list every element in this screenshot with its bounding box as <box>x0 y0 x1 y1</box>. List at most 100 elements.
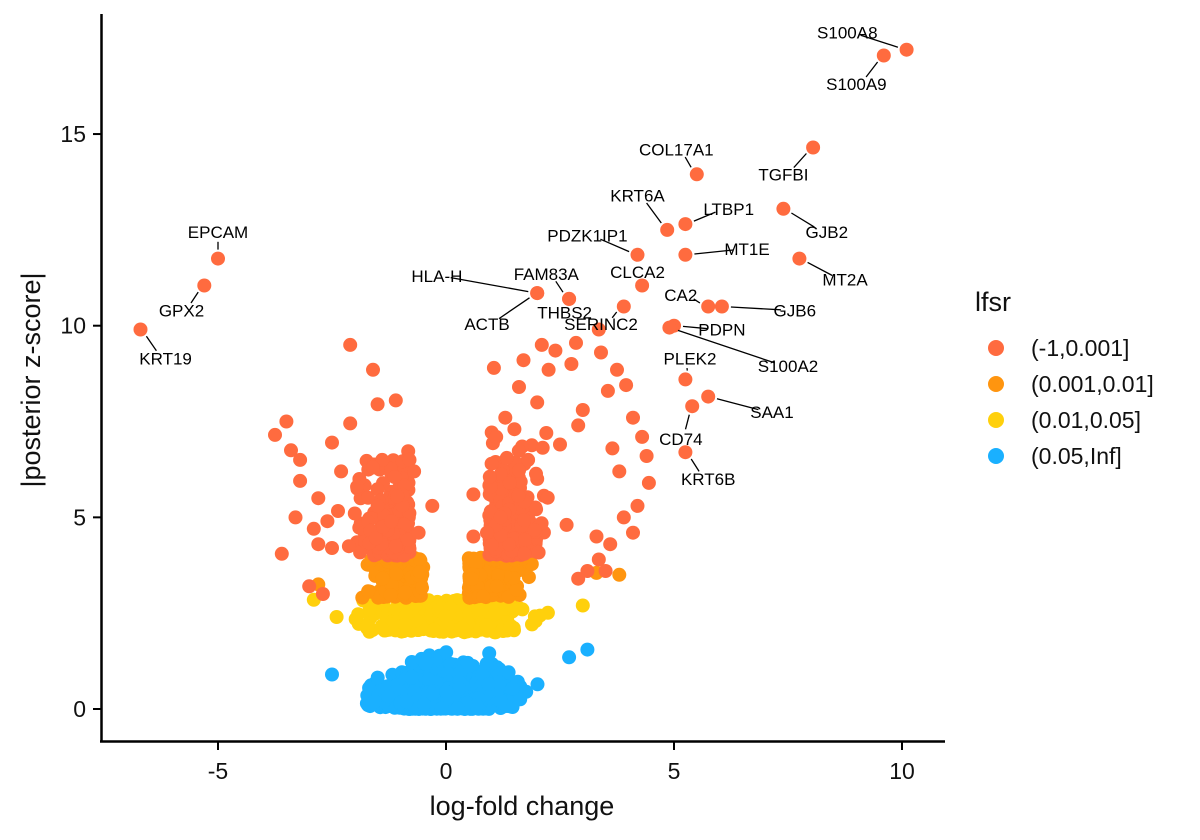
data-point <box>450 701 465 716</box>
gene-label: MT1E <box>724 240 769 259</box>
data-point <box>343 337 358 352</box>
data-point <box>509 582 524 597</box>
data-point <box>641 475 656 490</box>
data-point <box>439 645 454 660</box>
gene-label: PLEK2 <box>664 349 717 368</box>
y-tick-label: 10 <box>60 313 86 339</box>
data-point <box>806 140 821 155</box>
leader-line <box>677 329 775 364</box>
data-point <box>417 697 431 712</box>
data-point <box>325 667 339 682</box>
data-point <box>375 571 390 586</box>
data-point <box>619 378 634 393</box>
data-point <box>499 450 514 465</box>
data-point <box>413 553 428 568</box>
data-point <box>569 335 583 350</box>
data-point <box>575 403 590 417</box>
data-point <box>293 473 308 488</box>
data-point <box>411 525 426 540</box>
data-point <box>612 464 627 479</box>
legend-swatch <box>988 448 1004 464</box>
data-point <box>293 452 308 467</box>
data-point <box>389 566 404 581</box>
leader-line <box>693 211 716 222</box>
leader-line <box>682 325 708 330</box>
y-tick-label: 5 <box>73 504 86 530</box>
data-point <box>370 498 385 513</box>
data-point <box>662 320 677 335</box>
data-point <box>575 598 590 613</box>
data-point <box>685 399 700 414</box>
leader-line <box>865 61 879 78</box>
leader-line <box>611 311 618 319</box>
data-point <box>279 414 294 429</box>
gene-label: S100A8 <box>817 24 878 43</box>
data-point <box>484 538 499 553</box>
data-point <box>367 694 382 709</box>
data-point <box>388 539 403 554</box>
data-point <box>689 167 704 182</box>
x-axis-title: log-fold change <box>430 791 615 821</box>
data-point <box>484 456 499 471</box>
data-point <box>479 618 494 633</box>
data-point <box>504 619 519 634</box>
data-point <box>331 504 345 518</box>
gene-label: ACTB <box>464 315 509 334</box>
data-point <box>616 510 631 525</box>
data-point <box>678 217 693 232</box>
data-point <box>425 686 440 701</box>
data-point <box>571 418 586 433</box>
data-point <box>594 345 608 360</box>
data-point <box>366 362 380 377</box>
data-point <box>505 681 520 696</box>
data-point <box>517 546 532 561</box>
data-point <box>381 689 396 704</box>
legend-title: lfsr <box>975 287 1011 317</box>
data-point <box>529 466 543 481</box>
data-point <box>540 490 555 505</box>
gene-label: SAA1 <box>750 403 793 422</box>
data-point <box>439 684 454 699</box>
data-point <box>385 617 400 632</box>
data-point <box>311 537 326 552</box>
data-point <box>512 380 526 394</box>
data-point <box>635 278 650 293</box>
data-point <box>498 410 513 425</box>
data-point <box>678 247 693 262</box>
data-point <box>415 580 429 595</box>
data-point <box>513 692 528 707</box>
data-point <box>527 523 542 538</box>
data-point <box>626 410 640 425</box>
data-point <box>466 487 481 502</box>
data-point <box>388 393 403 408</box>
leader-line <box>860 34 899 48</box>
gene-label: LTBP1 <box>703 200 754 219</box>
gene-label: GJB6 <box>774 301 817 320</box>
data-point <box>486 360 501 375</box>
data-point <box>598 564 613 578</box>
data-point <box>491 568 505 583</box>
data-point <box>535 440 550 455</box>
data-point <box>460 655 475 670</box>
leader-line <box>555 280 564 293</box>
data-point <box>315 587 330 601</box>
data-point <box>553 437 567 452</box>
data-point <box>562 650 577 665</box>
data-point <box>612 567 627 582</box>
data-point <box>427 622 442 637</box>
legend-label: (0.05,Inf] <box>1031 443 1122 469</box>
y-tick-label: 15 <box>60 121 86 147</box>
data-point <box>530 677 545 692</box>
x-tick-label: 5 <box>668 758 681 784</box>
data-point <box>268 427 282 442</box>
data-point <box>407 464 422 479</box>
data-point <box>398 585 413 600</box>
data-point <box>512 463 526 478</box>
data-point <box>530 395 545 410</box>
legend-label: (0.001,0.01] <box>1031 371 1154 397</box>
data-point <box>521 452 536 467</box>
data-point <box>359 619 374 634</box>
data-point <box>603 537 618 552</box>
data-point <box>548 343 563 358</box>
data-point <box>133 322 148 337</box>
